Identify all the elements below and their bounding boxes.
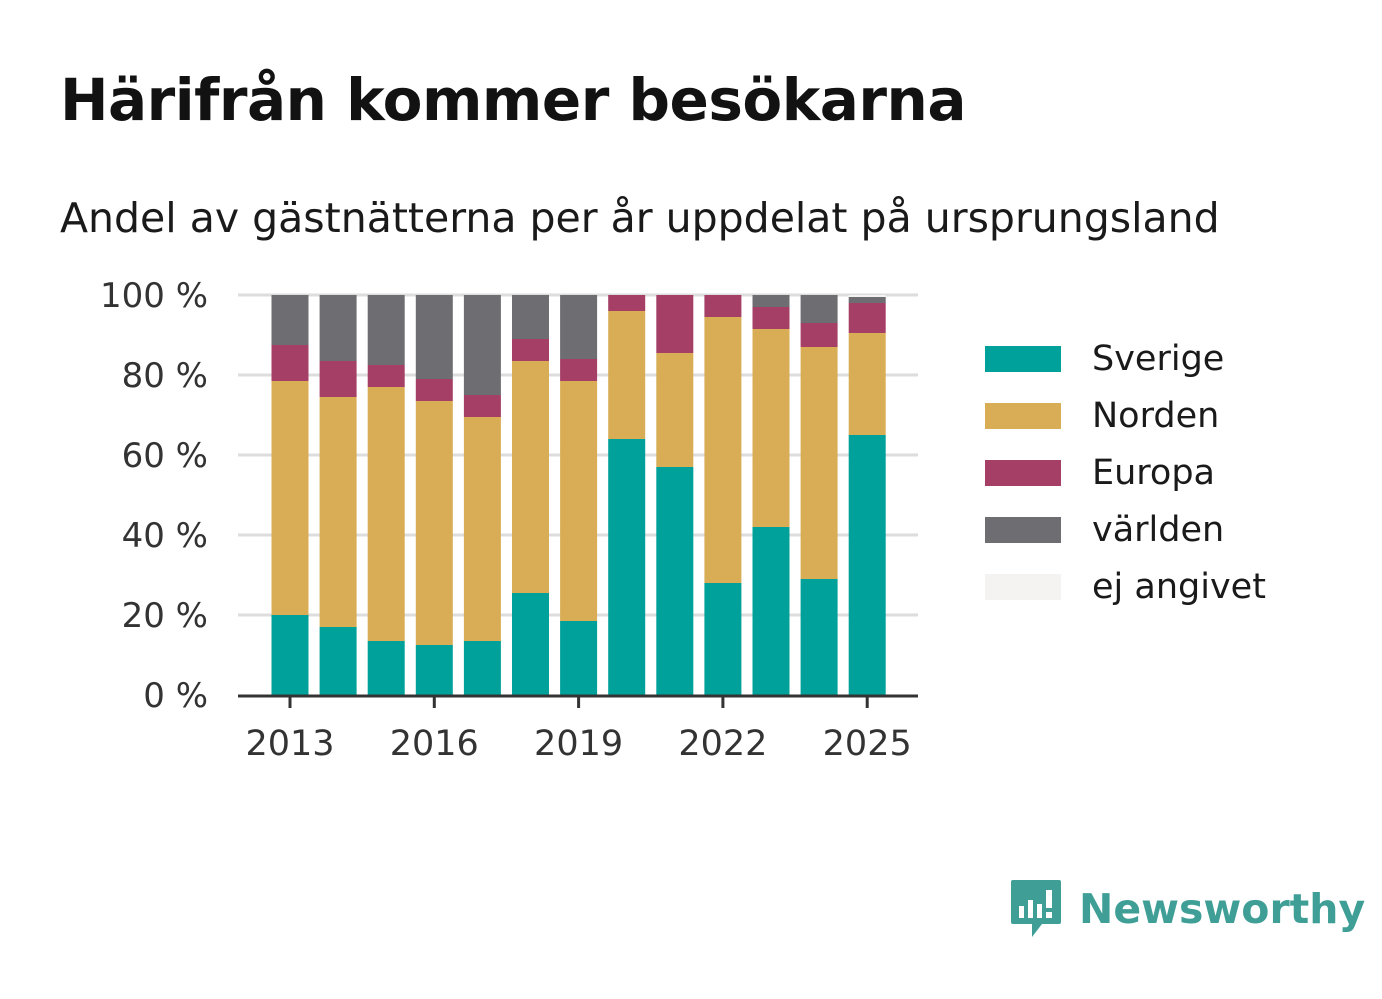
bar-segment-europa-2025: [848, 303, 886, 333]
bar-segment-norden-2024: [800, 347, 838, 579]
bar-segment-norden-2023: [752, 329, 790, 527]
axes: 0 % 20 % 40 % 60 % 80 % 100 % 2013 2016 2019 2022…: [100, 276, 918, 764]
bar-stack-2022: [704, 295, 742, 695]
bar-stack-2023: [752, 295, 790, 695]
y-tick-label: 20 %: [122, 596, 208, 636]
bar-segment-norden-2022: [704, 317, 742, 583]
bar-stack-2024: [800, 295, 838, 695]
bar-segment-världen-2025: [848, 297, 886, 303]
bar-segment-norden-2018: [512, 361, 549, 593]
bar-segment-sverige-2016: [415, 645, 453, 695]
bar-segment-världen-2014: [319, 295, 357, 361]
bar-segment-sverige-2024: [800, 579, 838, 695]
legend-label: Europa: [1092, 452, 1215, 493]
bar-segment-norden-2017: [463, 417, 501, 641]
bar-segment-europa-2017: [463, 395, 501, 417]
bar-segment-norden-2025: [848, 333, 886, 435]
bar-segment-världen-2015: [367, 295, 405, 365]
bar-segment-europa-2018: [512, 339, 549, 361]
bar-segment-sverige-2018: [512, 593, 549, 695]
bar-stack-2013: [271, 295, 309, 695]
bar-segment-norden-2016: [415, 401, 453, 645]
y-tick-label: 0 %: [143, 676, 208, 716]
x-tick-label: 2022: [678, 724, 767, 764]
y-tick-label: 80 %: [122, 356, 208, 396]
bar-segment-sverige-2020: [608, 439, 646, 695]
bar-segment-norden-2019: [560, 381, 598, 621]
bar-segment-världen-2018: [512, 295, 549, 339]
bar-segment-sverige-2025: [848, 435, 886, 695]
chart-title: Härifrån kommer besökarna: [60, 66, 966, 134]
bar-stack-2025: [848, 295, 886, 695]
bar-segment-sverige-2019: [560, 621, 598, 695]
chart-subtitle: Andel av gästnätterna per år uppdelat på…: [60, 194, 1220, 242]
legend-item: världen: [985, 501, 1266, 558]
brand-name: Newsworthy: [1079, 885, 1366, 933]
x-tick-label: 2025: [823, 724, 912, 764]
legend-swatch: [985, 459, 1061, 486]
bar-segment-sverige-2014: [319, 627, 357, 695]
bar-stack-2018: [512, 295, 549, 695]
bar-segment-europa-2020: [608, 295, 646, 311]
bar-segment-europa-2023: [752, 307, 790, 329]
bar-segment-norden-2014: [319, 397, 357, 627]
bar-segment-europa-2015: [367, 365, 405, 387]
bar-stack-2014: [319, 295, 357, 695]
bar-segment-världen-2017: [463, 295, 501, 395]
chart-legend: Sverige Norden Europa världen ej angivet: [985, 330, 1266, 615]
bar-segment-norden-2015: [367, 387, 405, 641]
bar-segment-sverige-2017: [463, 641, 501, 695]
y-tick-label: 60 %: [122, 436, 208, 476]
bar-segment-europa-2022: [704, 295, 742, 317]
bar-stack-2019: [560, 295, 598, 695]
bar-segment-europa-2014: [319, 361, 357, 397]
bar-segment-sverige-2015: [367, 641, 405, 695]
bar-segment-ej-angivet-2025: [848, 295, 886, 297]
bar-segment-sverige-2023: [752, 527, 790, 695]
bar-segment-sverige-2022: [704, 583, 742, 695]
x-tick-label: 2013: [245, 724, 334, 764]
bar-segment-världen-2016: [415, 295, 453, 379]
legend-swatch: [985, 345, 1061, 372]
bar-stacks: [271, 295, 886, 695]
legend-item: Europa: [985, 444, 1266, 501]
bar-segment-europa-2021: [656, 295, 694, 353]
y-tick-label: 100 %: [100, 276, 208, 316]
x-tick-label: 2019: [534, 724, 623, 764]
legend-label: ej angivet: [1092, 566, 1266, 607]
bar-stack-2017: [463, 295, 501, 695]
bar-segment-norden-2021: [656, 353, 694, 467]
bar-segment-europa-2024: [800, 323, 838, 347]
legend-label: världen: [1092, 509, 1225, 550]
bar-stack-2021: [656, 295, 694, 695]
bar-segment-norden-2013: [271, 381, 309, 615]
legend-item: Sverige: [985, 330, 1266, 387]
bar-stack-2016: [415, 295, 453, 695]
x-tick-label: 2016: [390, 724, 479, 764]
bar-segment-världen-2019: [560, 295, 598, 359]
bar-segment-europa-2019: [560, 359, 598, 381]
y-tick-label: 40 %: [122, 516, 208, 556]
bar-stack-2020: [608, 295, 646, 695]
bar-segment-världen-2013: [271, 295, 309, 345]
bar-segment-sverige-2021: [656, 467, 694, 695]
legend-item: ej angivet: [985, 558, 1266, 615]
legend-swatch: [985, 516, 1061, 543]
legend-swatch: [985, 573, 1061, 600]
bar-stack-2015: [367, 295, 405, 695]
newsworthy-logo-icon: [1011, 880, 1061, 937]
bar-segment-norden-2020: [608, 311, 646, 439]
bar-segment-världen-2024: [800, 295, 838, 323]
bar-segment-europa-2016: [415, 379, 453, 401]
brand: Newsworthy: [1010, 878, 1365, 940]
bar-segment-europa-2013: [271, 345, 309, 381]
legend-item: Norden: [985, 387, 1266, 444]
bar-segment-sverige-2013: [271, 615, 309, 695]
legend-label: Norden: [1092, 395, 1220, 436]
legend-label: Sverige: [1092, 338, 1225, 379]
bar-segment-världen-2023: [752, 295, 790, 307]
legend-swatch: [985, 402, 1061, 429]
